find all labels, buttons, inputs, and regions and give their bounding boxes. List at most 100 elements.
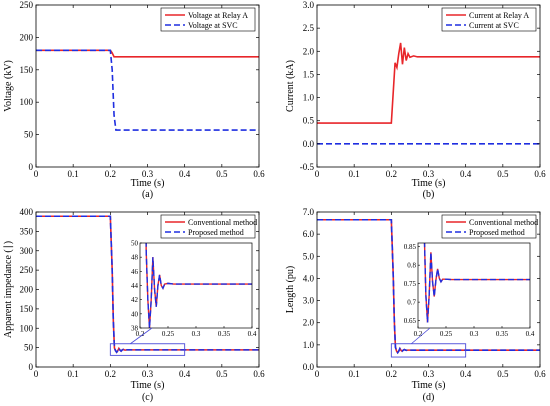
x-tick-label: 0.3 [142,369,154,379]
inset-y-tick-label: 0.85 [404,243,417,251]
inset-y-tick-label: 0.8 [407,262,416,270]
y-tick-label: 7.0 [303,207,315,217]
x-tick-label: 0.4 [460,169,472,179]
chart-panel-2: 0 0.1 0.2 0.3 0.4 0.5 0.6 -0.5 0.0 0.5 1.0 1.5 2.0 2.… [285,0,546,200]
y-tick-label: 50 [24,130,34,140]
legend-label-2: Proposed method [469,228,525,237]
x-tick-label: 0.4 [179,369,191,379]
legend-label-2: Proposed method [188,228,244,237]
x-tick-label: 0.5 [497,169,509,179]
inset-y-tick-label: 0.65 [404,317,417,325]
x-tick-label: 0.6 [534,369,546,379]
x-tick-label: 0.6 [253,169,265,179]
x-tick-label: 0.1 [68,169,79,179]
inset-series-line-2 [145,243,252,328]
x-tick-label: 0.3 [423,169,435,179]
y-axis-label: Current (kA) [285,60,296,112]
y-tick-label: 150 [20,65,34,75]
zoom-box [109,343,186,356]
y-tick-label: 0 [29,162,34,172]
inset-y-tick-label: 46 [131,268,139,276]
panel-caption: (a) [142,189,153,200]
x-tick-label: 0.4 [179,169,191,179]
x-tick-label: 0.1 [349,169,360,179]
panel-caption: (c) [142,392,153,403]
legend-label-1: Voltage at Relay A [188,11,248,20]
y-tick-label: 2.0 [303,46,315,56]
inset-x-tick-label: 0.35 [218,330,231,338]
y-tick-label: 100 [20,323,34,333]
y-tick-label: 3.0 [303,0,315,10]
inset-y-tick-label: 40 [131,310,139,318]
y-tick-label: 200 [20,285,34,295]
x-tick-label: 0.3 [423,369,435,379]
y-tick-label: 0.0 [303,139,315,149]
series-line-2 [36,49,259,131]
y-tick-label: 2.5 [303,23,315,33]
x-tick-label: 0.6 [253,369,265,379]
inset-y-tick-label: 48 [131,254,139,262]
x-tick-label: 0.1 [349,369,360,379]
y-tick-label: 5.0 [303,251,315,261]
inset-y-tick-label: 38 [131,325,139,333]
chart-panel-3: 0 0.1 0.2 0.3 0.4 0.5 0.6 0 50 100 150 200 250 300 350… [3,207,265,403]
y-tick-label: 300 [20,246,34,256]
inset-y-tick-label: 0.7 [407,299,416,307]
inset-x-tick-label: 0.3 [192,330,201,338]
inset-background [140,243,252,328]
x-tick-label: 0 [34,369,39,379]
y-tick-label: 6.0 [303,229,315,239]
inset-y-tick-label: 50 [131,240,139,248]
y-tick-label: 250 [20,265,34,275]
legend-label-2: Voltage at SVC [188,21,238,30]
y-tick-label: 50 [24,343,34,353]
y-tick-label: 250 [20,0,34,10]
inset-y-tick-label: 44 [131,282,139,290]
inset-x-tick-label: 0.35 [496,330,509,338]
x-tick-label: 0.3 [142,169,154,179]
inset-y-tick-label: 42 [131,296,139,304]
x-tick-label: 0 [34,169,39,179]
chart-panel-1: 0 0.1 0.2 0.3 0.4 0.5 0.6 0 50 100 150 200 250 Time (… [3,0,265,200]
panel-caption: (b) [423,189,435,200]
x-tick-label: 0 [315,169,320,179]
zoom-connector [411,327,431,345]
y-tick-label: -0.5 [300,162,315,172]
zoom-box [390,343,467,358]
inset-x-tick-label: 0.4 [526,330,535,338]
x-axis-label: Time (s) [131,380,165,391]
inset-background [418,243,530,328]
series-line-1 [317,42,540,124]
y-tick-label: 0 [29,362,34,372]
x-tick-label: 0.5 [497,369,509,379]
inset-x-tick-label: 0.25 [440,330,453,338]
inset-x-tick-label: 0.2 [136,330,145,338]
x-tick-label: 0.2 [386,169,397,179]
series-line-2 [36,215,259,354]
y-tick-label: 1.0 [303,93,315,103]
y-tick-label: 3.0 [303,296,315,306]
y-tick-label: 0.0 [303,362,315,372]
y-axis-label: Voltage (kV) [3,60,14,112]
y-tick-label: 0.5 [303,116,315,126]
x-tick-label: 0.1 [68,369,79,379]
inset-x-tick-label: 0.25 [162,330,175,338]
inset-x-tick-label: 0.2 [414,330,423,338]
inset-axes: 0.2 0.25 0.3 0.35 0.4 38 40 42 44 46 48 50 [130,240,257,345]
y-tick-label: 4.0 [303,273,315,283]
inset-x-tick-label: 0.4 [248,330,257,338]
legend-label-1: Conventional method [188,218,257,227]
y-axis-label: Apparent impedance (∣) [3,241,14,338]
y-tick-label: 1.5 [303,69,315,79]
x-tick-label: 0.5 [216,169,228,179]
x-axis-label: Time (s) [412,178,446,189]
legend-label-2: Current at SVC [469,21,519,30]
x-tick-label: 0 [315,369,320,379]
inset-axes: 0.2 0.25 0.3 0.35 0.4 0.65 0.7 0.75 0.8 0.85 [404,242,535,345]
x-tick-label: 0.2 [105,369,116,379]
x-tick-label: 0.5 [216,369,228,379]
legend-label-1: Current at Relay A [469,11,529,20]
